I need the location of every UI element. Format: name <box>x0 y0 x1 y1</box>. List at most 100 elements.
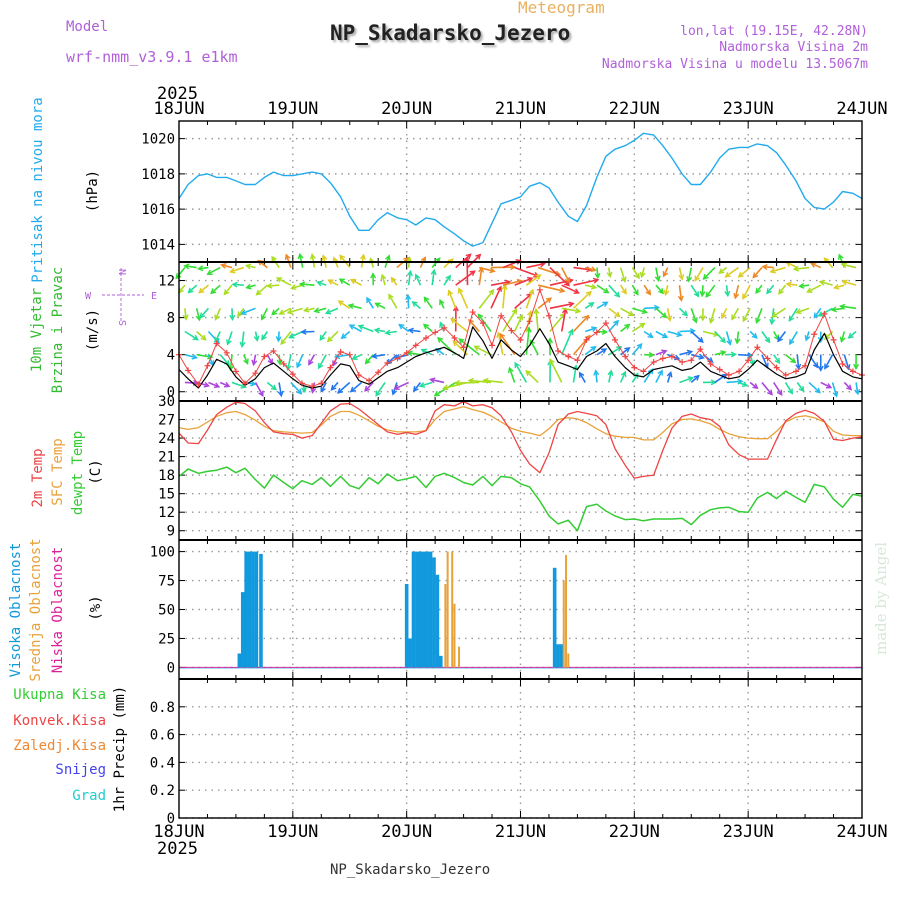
wind-arrow-head <box>687 376 695 382</box>
wind-arrow <box>655 307 667 318</box>
wind-arrow <box>419 381 433 387</box>
wind-arrow <box>585 327 597 333</box>
wind-arrow <box>749 381 758 389</box>
wind-arrow <box>772 307 786 318</box>
wind-arrow <box>296 354 304 368</box>
wind-arrow-head <box>790 357 797 364</box>
wind-arrow <box>374 329 386 333</box>
wind-arrow-head <box>613 319 620 326</box>
wind-arrow-head <box>452 340 459 347</box>
wind-arrow-head <box>453 379 461 386</box>
wind-arrow <box>807 284 822 293</box>
wind-arrow <box>705 284 716 298</box>
wind-arrow <box>709 308 716 323</box>
wind-arrow-head <box>761 264 768 271</box>
wind-arrow-head <box>418 382 426 388</box>
time-label-bottom: 23JUN <box>723 822 774 842</box>
time-label-bottom: 21JUN <box>495 822 546 842</box>
wind-arrow-head <box>693 291 700 298</box>
wind-arrow-head <box>430 268 437 276</box>
wind-arrow <box>241 331 245 347</box>
wind-arrow <box>848 330 857 339</box>
wind-gust-marker <box>526 318 533 325</box>
wind-arrow <box>483 379 503 384</box>
wind-arrow <box>631 343 643 356</box>
wind-arrow-head <box>769 267 776 274</box>
wind-arrow <box>398 323 410 333</box>
wind-arrow-head <box>278 309 285 315</box>
wind-arrow <box>666 372 672 383</box>
wind-arrow-head <box>568 301 575 308</box>
wind-arrow-head <box>220 262 227 269</box>
y-tick-label: 50 <box>158 603 175 619</box>
wind-arrow <box>584 346 596 356</box>
wind-arrow-head <box>339 254 346 261</box>
wind-arrow <box>596 348 607 356</box>
wind-arrow-head <box>436 336 444 343</box>
wind-arrow-head <box>705 291 712 298</box>
wind-arrow <box>762 265 774 269</box>
wind-arrow-head <box>559 287 566 294</box>
wind-arrow-head <box>648 351 655 358</box>
wind-arrow-head <box>817 365 824 372</box>
wind-arrow <box>777 331 787 342</box>
wind-arrow <box>831 307 845 311</box>
wind-arrow <box>742 307 751 322</box>
wind-arrow-head <box>718 268 725 275</box>
compass-n: N <box>118 269 129 275</box>
wind-arrow-head <box>764 337 771 344</box>
wind-arrow-head <box>682 310 689 317</box>
temp-unit: (C) <box>88 459 104 484</box>
pressure-unit: (hPa) <box>85 170 101 212</box>
wind-arrow <box>662 267 669 277</box>
wind-arrow <box>784 354 796 363</box>
wind-gust-marker <box>394 355 401 362</box>
cloud-unit: (%) <box>88 595 104 620</box>
wind-arrow-head <box>422 323 430 330</box>
wind-arrow <box>778 284 787 295</box>
wind-arrow <box>608 370 613 383</box>
y-tick-label: 21 <box>158 450 175 466</box>
wind-arrow <box>784 382 793 394</box>
wind-arrow <box>714 373 728 384</box>
wind-arrow <box>805 331 810 341</box>
wind-arrow <box>640 267 645 278</box>
wind-gust-marker <box>773 364 780 371</box>
wind-arrow-head <box>708 317 715 325</box>
wind-arrow <box>184 308 187 320</box>
wind-arrow-head <box>333 353 341 360</box>
wind-arrow <box>560 329 574 355</box>
wind-arrow <box>423 296 433 309</box>
wind-gust-marker <box>555 347 562 354</box>
wind-arrow-head <box>384 254 391 261</box>
wind-arrow-head <box>338 278 345 284</box>
wind-arrow <box>799 284 810 288</box>
wind-arrow <box>818 307 833 317</box>
wind-arrow-head <box>271 309 278 316</box>
wind-gust-marker <box>668 353 675 360</box>
wind-arrow-head <box>406 269 413 277</box>
wind-arrow <box>348 304 362 310</box>
wind-arrow <box>608 267 611 277</box>
wind-arrow <box>455 270 476 286</box>
wind-arrow <box>423 323 433 333</box>
wind-arrow-head <box>730 351 738 358</box>
wind-gust-marker <box>631 364 638 371</box>
wind-arrow <box>525 327 530 355</box>
wind-speed-line <box>178 326 863 389</box>
wind-arrow <box>431 270 435 286</box>
wind-arrow <box>256 284 268 296</box>
wind-arrow-head <box>853 363 860 371</box>
wind-arrow <box>287 307 303 314</box>
wind-arrow-head <box>813 312 820 319</box>
wind-arrow-head <box>266 282 273 289</box>
wind-arrow <box>276 277 292 286</box>
wind-arrow-head <box>275 336 282 343</box>
wind-arrow <box>585 284 597 289</box>
wind-arrow-head <box>809 262 817 268</box>
wind-arrow-head <box>798 282 805 289</box>
wind-arrow-head <box>624 347 631 353</box>
wind-arrow <box>819 280 833 286</box>
wind-arrow <box>450 318 469 333</box>
